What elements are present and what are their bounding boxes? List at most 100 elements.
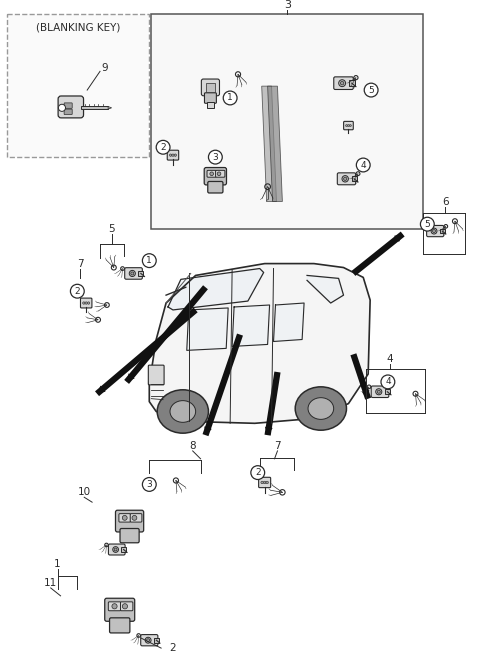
Circle shape [251,466,264,479]
FancyBboxPatch shape [116,510,144,532]
Bar [207,102,214,108]
Bar [138,271,144,276]
Circle shape [172,154,174,157]
Polygon shape [81,107,108,109]
Polygon shape [187,308,228,350]
Circle shape [114,548,117,551]
Circle shape [364,83,378,97]
Circle shape [112,604,117,609]
FancyBboxPatch shape [109,618,130,633]
Text: 2: 2 [255,468,261,477]
Text: 6: 6 [442,197,448,208]
Circle shape [264,481,266,484]
Bar [352,176,357,181]
Ellipse shape [157,390,208,433]
Circle shape [83,302,85,304]
Polygon shape [108,107,112,109]
Circle shape [85,302,87,304]
Circle shape [146,639,150,642]
Bar [121,547,126,552]
Polygon shape [394,234,403,242]
Bar [154,638,159,643]
Circle shape [143,253,156,267]
FancyBboxPatch shape [208,181,223,193]
FancyBboxPatch shape [119,514,131,522]
FancyBboxPatch shape [105,598,135,622]
Text: 3: 3 [284,0,291,10]
Polygon shape [232,305,270,346]
FancyBboxPatch shape [344,121,353,130]
Bar [7,14,149,157]
Polygon shape [149,263,370,423]
FancyBboxPatch shape [64,103,72,108]
FancyBboxPatch shape [337,173,356,185]
FancyBboxPatch shape [125,268,143,279]
Text: 5: 5 [368,86,374,94]
Bar [151,14,423,229]
Circle shape [71,284,84,298]
Circle shape [129,271,135,276]
Text: 8: 8 [190,441,196,451]
Polygon shape [168,269,264,310]
Circle shape [349,124,351,126]
Polygon shape [307,275,344,303]
Text: 7: 7 [77,259,84,269]
Text: 2: 2 [74,287,80,295]
Circle shape [344,178,347,180]
Bar [206,83,215,92]
Polygon shape [127,373,135,382]
Text: 4: 4 [385,377,391,386]
Circle shape [122,515,127,520]
Circle shape [210,172,214,176]
Polygon shape [362,390,370,399]
FancyBboxPatch shape [259,477,271,487]
FancyBboxPatch shape [204,168,227,185]
Circle shape [87,302,90,304]
Circle shape [156,140,170,154]
Text: 7: 7 [274,441,281,451]
Polygon shape [268,86,282,202]
Text: 5: 5 [108,224,115,234]
Circle shape [342,176,348,182]
Circle shape [266,481,268,484]
Circle shape [143,477,156,491]
Circle shape [132,515,137,520]
FancyBboxPatch shape [108,602,120,610]
Circle shape [261,481,264,484]
Circle shape [340,81,344,85]
Circle shape [223,91,237,105]
FancyBboxPatch shape [141,635,158,646]
Circle shape [356,158,370,172]
FancyBboxPatch shape [427,225,444,236]
FancyBboxPatch shape [64,109,72,115]
Polygon shape [204,426,212,435]
FancyBboxPatch shape [371,386,389,398]
Bar [440,229,444,233]
Text: 4: 4 [360,160,366,170]
Circle shape [122,604,128,609]
Text: 3: 3 [213,153,218,162]
Polygon shape [97,386,106,394]
Circle shape [131,272,134,275]
Text: 10: 10 [78,487,91,497]
Text: 1: 1 [227,94,233,102]
FancyBboxPatch shape [81,298,92,308]
Text: 4: 4 [386,354,393,364]
Circle shape [377,390,380,393]
Circle shape [59,104,65,111]
Text: 1: 1 [54,559,61,569]
Circle shape [420,217,434,231]
Text: (BLANKING KEY): (BLANKING KEY) [36,23,120,33]
Circle shape [217,172,221,176]
Bar [385,389,390,394]
Text: 9: 9 [102,64,108,73]
Text: 2: 2 [160,143,166,152]
Polygon shape [274,303,304,341]
FancyBboxPatch shape [167,150,179,160]
Circle shape [381,375,395,389]
Polygon shape [265,427,273,435]
FancyBboxPatch shape [130,514,142,522]
FancyBboxPatch shape [108,544,125,555]
Polygon shape [262,86,276,202]
FancyBboxPatch shape [216,170,225,178]
